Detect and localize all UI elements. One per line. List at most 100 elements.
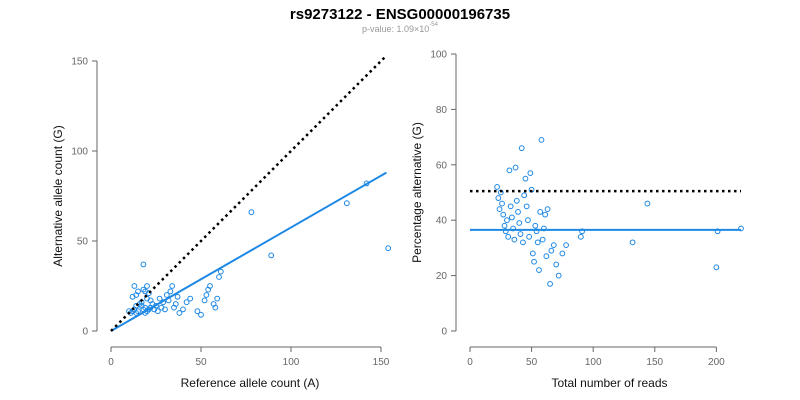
right-y-tick-label: 20	[436, 271, 448, 282]
right-y-tick-label: 0	[441, 327, 447, 338]
left-x-tick-label: 0	[108, 357, 114, 368]
right-scatter-panel: 0 50 100 150 200 0 20 40 60 80 100 Total number of …	[410, 50, 744, 390]
left-data-point	[176, 310, 183, 316]
right-data-point	[542, 211, 549, 218]
right-data-point	[547, 281, 553, 287]
right-data-point	[523, 203, 530, 210]
right-data-point	[506, 167, 513, 174]
right-data-point	[518, 145, 525, 152]
right-x-tick-label: 100	[585, 357, 602, 368]
right-data-point	[536, 267, 542, 273]
right-data-point	[555, 272, 562, 279]
right-data-point	[521, 192, 528, 199]
right-data-point	[738, 225, 744, 232]
right-data-point	[494, 184, 501, 190]
left-data-point	[145, 290, 152, 297]
right-data-point	[507, 203, 514, 210]
left-data-point	[167, 288, 174, 295]
right-y-tick-label: 60	[436, 160, 448, 171]
left-data-point	[201, 297, 208, 304]
right-x-tick-label: 50	[526, 357, 538, 368]
right-data-point	[537, 208, 544, 215]
right-data-point	[505, 233, 512, 240]
right-data-point	[512, 164, 519, 171]
p-value-exponent: -54	[429, 22, 438, 28]
right-data-point	[563, 242, 569, 249]
right-data-point	[501, 222, 508, 229]
right-data-point	[516, 220, 523, 226]
right-data-point	[520, 239, 526, 246]
right-data-point	[496, 206, 503, 213]
right-data-point	[548, 247, 555, 254]
right-x-tick-label: 0	[467, 357, 473, 368]
left-data-point	[133, 302, 140, 309]
right-data-point	[524, 217, 531, 224]
left-x-tick-label: 50	[195, 357, 207, 368]
right-data-point	[517, 231, 524, 237]
left-reference-line	[110, 54, 388, 332]
chart-subtitle: p-value: 1.09×10-54	[0, 22, 800, 34]
right-data-point	[504, 217, 510, 224]
right-data-point	[533, 228, 540, 235]
right-x-axis-label: Total number of reads	[551, 376, 667, 390]
left-data-point	[131, 283, 138, 289]
left-data-point	[135, 308, 141, 315]
left-data-point	[140, 286, 147, 293]
right-data-point	[541, 225, 547, 232]
right-data-point	[539, 236, 546, 243]
right-data-point	[543, 253, 550, 260]
right-data-point	[495, 195, 502, 201]
left-y-tick-label: 100	[71, 147, 88, 158]
left-data-point	[268, 252, 275, 259]
left-data-point	[140, 261, 147, 268]
p-value-text: p-value: 1.09×10	[362, 24, 430, 34]
right-data-point	[644, 200, 651, 207]
right-data-point	[499, 200, 505, 207]
left-data-point	[156, 295, 163, 302]
right-y-tick-label: 100	[430, 50, 447, 61]
left-data-point	[198, 311, 204, 318]
left-data-point	[163, 292, 170, 298]
right-data-point	[714, 228, 721, 235]
left-x-axis-label: Reference allele count (A)	[181, 376, 320, 390]
right-x-tick-label: 150	[646, 357, 663, 368]
left-y-tick-label: 50	[77, 237, 89, 248]
left-data-point	[216, 274, 222, 280]
right-data-point	[531, 258, 537, 265]
right-data-point	[532, 222, 539, 229]
right-data-point	[500, 211, 507, 218]
right-data-point	[527, 170, 534, 177]
left-scatter-panel: 0 50 100 150 0 50 100 150 Reference allele count…	[51, 54, 392, 390]
left-data-point	[207, 283, 213, 289]
right-data-point	[515, 208, 521, 215]
right-data-point	[544, 206, 551, 213]
left-y-axis-label: Alternative allele count (G)	[51, 125, 65, 266]
left-data-point	[214, 295, 221, 302]
right-data-point	[559, 250, 566, 257]
right-data-point	[553, 261, 560, 268]
right-data-point	[579, 228, 585, 235]
left-data-point	[203, 292, 210, 298]
left-data-point	[142, 304, 149, 311]
left-data-point	[144, 283, 150, 289]
left-data-point	[385, 245, 392, 252]
right-x-tick-label: 200	[708, 357, 725, 368]
right-data-point	[538, 136, 545, 143]
left-data-point	[194, 308, 201, 315]
left-data-point	[183, 299, 190, 306]
right-data-point	[513, 197, 520, 204]
left-data-point	[180, 306, 186, 313]
left-data-point	[154, 308, 161, 315]
left-fit-line	[110, 171, 387, 332]
right-y-tick-label: 80	[436, 105, 448, 116]
left-data-point	[217, 268, 224, 275]
right-data-point	[550, 242, 557, 249]
right-y-tick-label: 40	[436, 216, 448, 227]
right-data-point	[508, 214, 515, 221]
left-x-tick-label: 100	[283, 357, 300, 368]
left-data-point	[212, 304, 219, 311]
left-y-tick-label: 0	[82, 327, 88, 338]
right-data-point	[713, 264, 720, 271]
right-data-point	[529, 250, 536, 257]
